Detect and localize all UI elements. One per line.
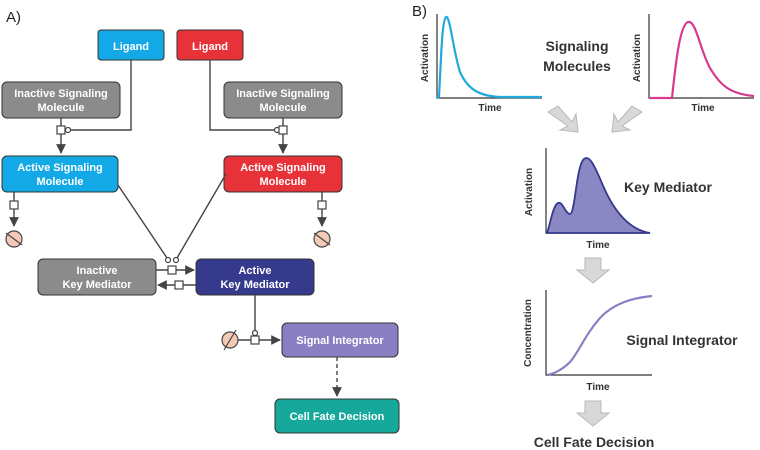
plot-blue-xlabel: Time [478,103,502,114]
activation-left-process [56,125,66,135]
signal-integrator-node: Signal Integrator [281,322,399,358]
key-mediator-title: Key Mediator [624,179,712,195]
ligand-left-catalysis-circle [64,126,72,134]
integrator-catalysis-circle [251,329,259,337]
integrator-axes [545,290,652,376]
inactive-right-line2: Molecule [259,102,306,114]
active-left-catalysis-circle [164,256,172,264]
plot-magenta-axes [648,14,754,99]
signaling-plot-blue: Activation Time [420,14,542,114]
down-arrow-2-icon [575,400,611,427]
inactive-left-line1: Inactive Signaling [14,88,108,100]
plot-magenta-xlabel: Time [691,103,715,114]
panel-b-label: B) [412,3,427,20]
inactive-signaling-right-node: Inactive Signaling Molecule [223,81,343,119]
down-arrow-1-icon [575,257,611,284]
cell-fate-title: Cell Fate Decision [534,434,655,450]
plot-magenta-curve [649,20,755,100]
plot-blue-ylabel: Activation [420,34,431,82]
inactive-mediator-line1: Inactive [77,265,118,277]
ligand-left-node: Ligand [97,29,165,61]
inactive-right-line1: Inactive Signaling [236,88,330,100]
active-right-line2: Molecule [259,176,306,188]
mediator-inactivation-process [174,280,184,290]
ligand-left-catalysis-line [70,60,132,131]
ligand-right-catalysis-line [209,60,275,131]
key-mediator-plot: Activation Time [524,148,651,251]
active-signaling-right-node: Active Signaling Molecule [223,155,343,193]
degradation-left-process [9,200,19,210]
signal-integrator-label: Signal Integrator [296,335,384,347]
integrator-xlabel: Time [586,382,610,393]
active-mediator-line1: Active [238,265,271,277]
ligand-right-label: Ligand [192,41,228,53]
mediator-activation-process [167,265,177,275]
signal-integrator-title: Signal Integrator [626,332,738,348]
active-mediator-node: Active Key Mediator [195,258,315,296]
converge-arrow-right-icon [611,105,643,133]
active-right-catalysis-circle [172,256,180,264]
plot-blue-axes [436,14,542,99]
plot-magenta-ylabel: Activation [632,34,643,82]
integrator-source-icon [221,329,239,351]
degradation-left-sink-icon [5,230,23,248]
signaling-title-line1: Signaling [546,38,609,54]
integrator-production-process [250,335,260,345]
degradation-right-sink-icon [313,230,331,248]
active-signaling-left-node: Active Signaling Molecule [1,155,119,193]
activation-right-process [278,125,288,135]
degradation-right-process [317,200,327,210]
cell-fate-node: Cell Fate Decision [274,398,400,434]
key-mediator-xlabel: Time [586,240,610,251]
active-right-to-mediator-line [176,173,227,259]
active-left-line1: Active Signaling [17,162,103,174]
active-left-line2: Molecule [36,176,83,188]
inactive-left-line2: Molecule [37,102,84,114]
active-left-to-mediator-line [117,184,168,259]
cell-fate-label: Cell Fate Decision [290,411,385,423]
ligand-right-node: Ligand [176,29,244,61]
active-mediator-line2: Key Mediator [220,279,290,291]
ligand-left-label: Ligand [113,41,149,53]
integrator-curve [547,294,653,377]
signal-integrator-plot: Concentration Time [523,290,653,393]
signaling-title-line2: Molecules [543,58,611,74]
key-mediator-area [545,157,651,234]
key-mediator-ylabel: Activation [524,168,535,216]
active-right-line1: Active Signaling [240,162,326,174]
signaling-plot-magenta: Activation Time [632,14,755,114]
integrator-ylabel: Concentration [523,299,534,367]
inactive-mediator-line2: Key Mediator [62,279,132,291]
plot-blue-curve [436,15,542,99]
panel-a-label: A) [6,9,21,26]
inactive-mediator-node: Inactive Key Mediator [37,258,157,296]
converge-arrow-left-icon [547,105,579,133]
inactive-signaling-left-node: Inactive Signaling Molecule [1,81,121,119]
